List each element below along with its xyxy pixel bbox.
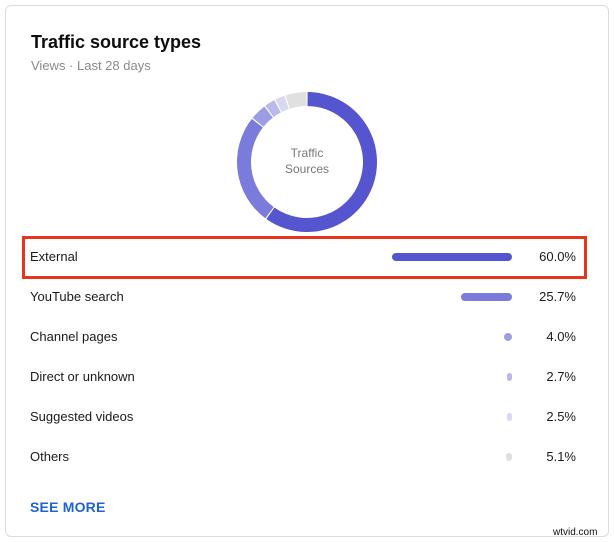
row-label: Suggested videos (30, 409, 134, 424)
row-bar (504, 333, 512, 341)
source-row-others[interactable]: Others 5.1% (0, 432, 614, 472)
row-bar (392, 253, 512, 261)
card-title: Traffic source types (31, 32, 202, 52)
card-subtitle: Views · Last 28 days (31, 58, 151, 73)
row-label: Direct or unknown (30, 369, 135, 384)
watermark: wtvid.com (553, 527, 598, 538)
see-more-link[interactable]: SEE MORE (30, 499, 106, 515)
row-percent: 25.7% (539, 289, 576, 304)
traffic-source-card: Traffic source types Views · Last 28 day… (5, 5, 609, 537)
donut-segment[interactable] (275, 95, 289, 113)
row-bar (461, 293, 512, 301)
donut-segment[interactable] (252, 106, 273, 127)
row-label: Channel pages (30, 329, 118, 344)
source-row-youtube-search[interactable]: YouTube search 25.7% (0, 272, 614, 312)
row-bar (507, 413, 512, 421)
source-row-direct-or-unknown[interactable]: Direct or unknown 2.7% (0, 352, 614, 392)
donut-segment[interactable] (265, 100, 281, 118)
row-percent: 2.7% (546, 369, 576, 384)
row-percent: 5.1% (546, 449, 576, 464)
row-percent: 60.0% (539, 249, 576, 264)
donut-center-label-line1: Traffic (290, 146, 324, 160)
donut-chart: Traffic Sources (232, 87, 382, 237)
row-label: External (30, 249, 78, 264)
row-percent: 2.5% (546, 409, 576, 424)
row-percent: 4.0% (546, 329, 576, 344)
row-bar (507, 373, 512, 381)
donut-segment[interactable] (285, 92, 307, 109)
source-row-suggested-videos[interactable]: Suggested videos 2.5% (0, 392, 614, 432)
donut-segment[interactable] (237, 118, 274, 219)
donut-segment[interactable] (266, 92, 377, 232)
row-bar (506, 453, 512, 461)
source-row-external[interactable]: External 60.0% (0, 232, 614, 272)
row-label: YouTube search (30, 289, 124, 304)
donut-center-label-line2: Sources (284, 162, 330, 176)
donut-svg (237, 92, 377, 232)
source-row-channel-pages[interactable]: Channel pages 4.0% (0, 312, 614, 352)
row-label: Others (30, 449, 70, 464)
donut-center-label: Traffic Sources (232, 145, 382, 177)
